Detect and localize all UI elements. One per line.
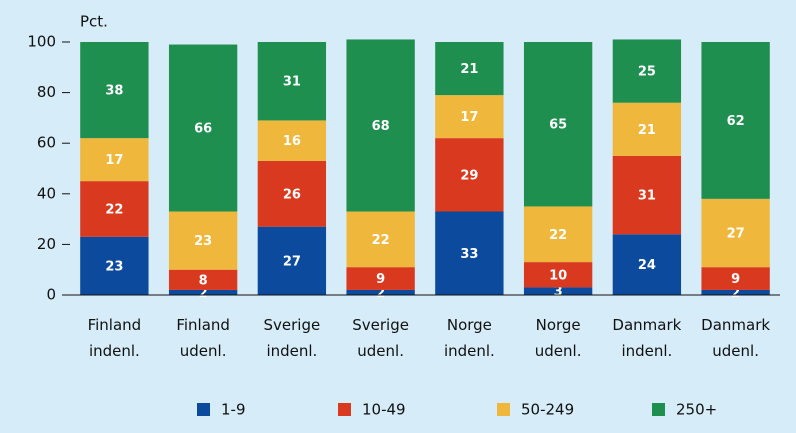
x-tick-label: Norge udenl. bbox=[535, 316, 582, 360]
value-label: 22 bbox=[549, 228, 567, 243]
bar-segment bbox=[612, 102, 682, 156]
value-label: 26 bbox=[283, 187, 301, 202]
bar-segment bbox=[346, 267, 415, 290]
value-label: 23 bbox=[194, 234, 212, 249]
x-tick-label: Sverige udenl. bbox=[352, 316, 409, 360]
value-label: 62 bbox=[727, 114, 745, 129]
bar-segment bbox=[701, 289, 770, 295]
bar-segment bbox=[346, 289, 415, 295]
value-label: 33 bbox=[460, 247, 478, 262]
value-label: 17 bbox=[460, 110, 478, 125]
legend-label: 250+ bbox=[676, 401, 717, 419]
bar-segment bbox=[80, 42, 149, 139]
value-label: 2 bbox=[376, 286, 385, 301]
value-label: 68 bbox=[372, 119, 390, 134]
value-label: 16 bbox=[283, 134, 301, 149]
y-tick-label: 0 bbox=[46, 286, 56, 304]
x-tick-label: Sverige indenl. bbox=[264, 316, 321, 360]
bar-segment bbox=[168, 269, 238, 290]
value-label: 31 bbox=[638, 189, 656, 204]
bar-segment bbox=[435, 42, 504, 96]
value-label: 9 bbox=[376, 272, 385, 287]
legend-swatch bbox=[652, 403, 665, 416]
x-tick-label: Norge indenl. bbox=[444, 316, 495, 360]
bar-segment bbox=[257, 120, 327, 161]
bar-segment bbox=[168, 289, 238, 295]
y-tick-label: 60 bbox=[37, 134, 56, 152]
value-label: 25 bbox=[638, 65, 656, 80]
legend-label: 10-49 bbox=[362, 401, 406, 419]
bar-segment bbox=[346, 211, 415, 268]
bar-segment bbox=[435, 138, 504, 212]
value-label: 27 bbox=[727, 227, 745, 242]
bar-segment bbox=[168, 44, 238, 212]
value-label: 17 bbox=[105, 153, 123, 168]
value-label: 23 bbox=[105, 259, 123, 274]
bar-segment bbox=[612, 234, 682, 295]
legend-swatch bbox=[497, 403, 510, 416]
bar-segment bbox=[523, 287, 593, 295]
bar-segment bbox=[435, 211, 504, 295]
x-tick-label: Danmark udenl. bbox=[701, 316, 770, 360]
value-label: 66 bbox=[194, 122, 212, 137]
value-label: 2 bbox=[199, 286, 208, 301]
bar-segment bbox=[257, 42, 327, 121]
value-label: 24 bbox=[638, 258, 656, 273]
value-label: 38 bbox=[105, 84, 123, 99]
value-label: 21 bbox=[460, 62, 478, 77]
x-tick-label: Danmark indenl. bbox=[612, 316, 681, 360]
x-tick-label: Finland udenl. bbox=[176, 316, 230, 360]
y-tick-label: 20 bbox=[37, 235, 56, 253]
value-label: 10 bbox=[549, 268, 567, 283]
bar-segment bbox=[257, 226, 327, 295]
bar-segment bbox=[346, 39, 415, 212]
bar-segment bbox=[612, 39, 682, 103]
value-label: 21 bbox=[638, 123, 656, 138]
value-label: 22 bbox=[372, 233, 390, 248]
legend-swatch bbox=[338, 403, 351, 416]
y-tick-label: 40 bbox=[37, 184, 56, 202]
bar-segment bbox=[701, 42, 770, 199]
value-label: 65 bbox=[549, 118, 567, 133]
y-axis-label: Pct. bbox=[80, 13, 108, 31]
bar-segment bbox=[80, 236, 149, 295]
value-label: 27 bbox=[283, 254, 301, 269]
value-label: 2 bbox=[731, 286, 740, 301]
bar-segment bbox=[80, 181, 149, 237]
legend-label: 1-9 bbox=[221, 401, 246, 419]
bar-segment bbox=[523, 42, 593, 207]
legend-swatch bbox=[197, 403, 210, 416]
bar-segment bbox=[435, 95, 504, 139]
value-label: 9 bbox=[731, 272, 740, 287]
y-tick-label: 80 bbox=[37, 83, 56, 101]
value-label: 29 bbox=[460, 168, 478, 183]
x-tick-label: Finland indenl. bbox=[88, 316, 142, 360]
value-label: 31 bbox=[283, 75, 301, 90]
legend-label: 50-249 bbox=[521, 401, 574, 419]
bar-segment bbox=[523, 206, 593, 263]
y-tick-label: 100 bbox=[27, 33, 56, 51]
bar-segment bbox=[701, 267, 770, 290]
bar-segment bbox=[523, 262, 593, 288]
bar-segment bbox=[168, 211, 238, 270]
value-label: 3 bbox=[554, 285, 563, 300]
value-label: 22 bbox=[105, 202, 123, 217]
bar-segment bbox=[80, 138, 149, 182]
bar-segment bbox=[257, 160, 327, 227]
value-label: 8 bbox=[199, 273, 208, 288]
bar-segment bbox=[701, 198, 770, 268]
bar-segment bbox=[612, 155, 682, 235]
